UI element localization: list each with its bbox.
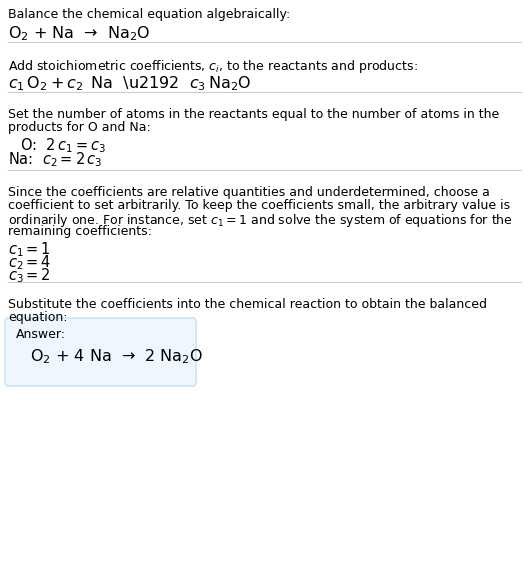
Text: $c_1 = 1$: $c_1 = 1$ — [8, 240, 51, 259]
Text: Answer:: Answer: — [16, 328, 66, 341]
FancyBboxPatch shape — [5, 318, 196, 386]
Text: Add stoichiometric coefficients, $c_i$, to the reactants and products:: Add stoichiometric coefficients, $c_i$, … — [8, 58, 418, 75]
Text: Set the number of atoms in the reactants equal to the number of atoms in the: Set the number of atoms in the reactants… — [8, 108, 499, 121]
Text: $c_1\,\mathregular{O_2}+c_2\,$ Na  \u2192  $c_3\,\mathregular{Na_2O}$: $c_1\,\mathregular{O_2}+c_2\,$ Na \u2192… — [8, 74, 251, 92]
Text: products for O and Na:: products for O and Na: — [8, 121, 151, 134]
Text: Substitute the coefficients into the chemical reaction to obtain the balanced: Substitute the coefficients into the che… — [8, 298, 487, 311]
Text: coefficient to set arbitrarily. To keep the coefficients small, the arbitrary va: coefficient to set arbitrarily. To keep … — [8, 199, 510, 212]
Text: O:  $2\,c_1 = c_3$: O: $2\,c_1 = c_3$ — [20, 136, 106, 155]
Text: $\mathregular{O_2}$ + 4 Na  →  2 $\mathregular{Na_2O}$: $\mathregular{O_2}$ + 4 Na → 2 $\mathreg… — [30, 347, 203, 366]
Text: Na:  $c_2 = 2\,c_3$: Na: $c_2 = 2\,c_3$ — [8, 150, 103, 169]
Text: Balance the chemical equation algebraically:: Balance the chemical equation algebraica… — [8, 8, 290, 21]
Text: remaining coefficients:: remaining coefficients: — [8, 225, 152, 238]
Text: $c_3 = 2$: $c_3 = 2$ — [8, 266, 51, 285]
Text: $\mathregular{O_2}$ + Na  →  $\mathregular{Na_2O}$: $\mathregular{O_2}$ + Na → $\mathregular… — [8, 24, 151, 43]
Text: $c_2 = 4$: $c_2 = 4$ — [8, 253, 51, 272]
Text: ordinarily one. For instance, set $c_1 = 1$ and solve the system of equations fo: ordinarily one. For instance, set $c_1 =… — [8, 212, 513, 229]
Text: equation:: equation: — [8, 311, 68, 324]
Text: Since the coefficients are relative quantities and underdetermined, choose a: Since the coefficients are relative quan… — [8, 186, 490, 199]
